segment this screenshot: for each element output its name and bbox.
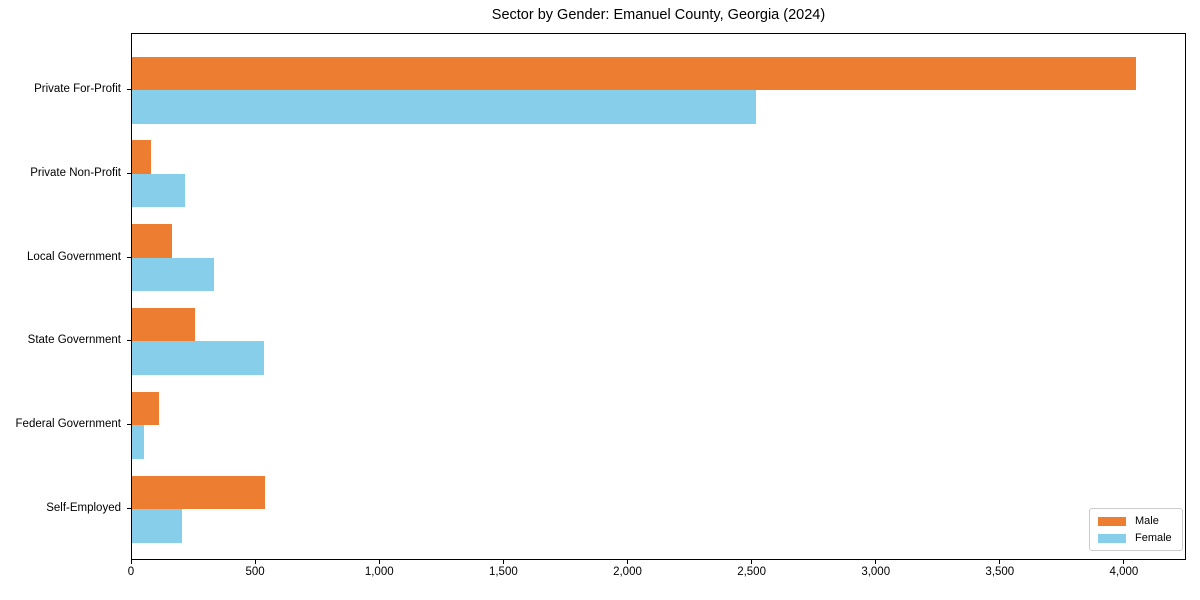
legend-item-female: Female	[1098, 532, 1174, 544]
y-axis-label-federal-government: Federal Government	[15, 418, 121, 431]
x-tick-500	[254, 560, 256, 564]
x-axis-label-1500: 1,500	[488, 566, 518, 578]
x-tick-3500	[999, 560, 1001, 564]
y-axis-label-private-for-profit: Private For-Profit	[34, 83, 121, 95]
bar-female-federal-government	[132, 425, 145, 459]
y-tick-local-government	[127, 256, 131, 258]
bar-male-private-for-profit	[132, 56, 1137, 90]
x-tick-1500	[502, 560, 504, 564]
x-tick-3000	[875, 560, 877, 564]
bar-female-local-government	[132, 257, 215, 292]
legend: Male Female	[1089, 508, 1183, 551]
y-axis-label-state-government: State Government	[27, 334, 121, 347]
bar-female-private-non-profit	[132, 173, 185, 208]
y-tick-self-employed	[127, 508, 131, 509]
x-axis-label-2500: 2,500	[737, 566, 766, 578]
y-tick-private-non-profit	[127, 172, 131, 174]
y-axis-label-local-government: Local Government	[27, 250, 121, 263]
legend-swatch-female	[1098, 533, 1126, 543]
legend-label-female: Female	[1135, 532, 1172, 544]
x-axis-label-0: 0	[127, 566, 135, 578]
y-tick-state-government	[127, 340, 131, 342]
x-axis-label-500: 500	[245, 566, 265, 578]
y-axis-label-private-non-profit: Private Non-Profit	[30, 166, 121, 179]
legend-item-male: Male	[1098, 515, 1174, 527]
bar-male-local-government	[132, 224, 172, 258]
legend-swatch-male	[1098, 516, 1126, 526]
x-axis-label-3000: 3,000	[861, 566, 891, 578]
x-axis-label-3500: 3,500	[985, 566, 1015, 578]
chart-title: Sector by Gender: Emanuel County, Georgi…	[491, 7, 826, 23]
x-tick-2000	[626, 560, 628, 564]
x-tick-4000	[1123, 560, 1125, 564]
x-tick-2500	[751, 560, 753, 564]
bar-male-private-non-profit	[132, 140, 152, 174]
x-tick-1000	[378, 560, 380, 564]
bar-male-state-government	[132, 307, 196, 342]
x-axis-label-4000: 4,000	[1109, 566, 1139, 578]
bar-male-self-employed	[132, 475, 266, 509]
x-tick-0	[130, 560, 132, 564]
y-tick-private-for-profit	[127, 89, 131, 90]
bar-male-federal-government	[132, 391, 160, 426]
y-tick-federal-government	[127, 424, 131, 426]
legend-label-male: Male	[1135, 515, 1159, 527]
bar-female-private-for-profit	[132, 90, 757, 124]
plot-area	[131, 33, 1186, 560]
bar-female-self-employed	[132, 509, 182, 543]
x-axis-label-2000: 2,000	[613, 566, 642, 578]
x-axis-label-1000: 1,000	[364, 566, 394, 578]
y-axis-label-self-employed: Self-Employed	[46, 502, 121, 514]
bar-female-state-government	[132, 341, 265, 375]
